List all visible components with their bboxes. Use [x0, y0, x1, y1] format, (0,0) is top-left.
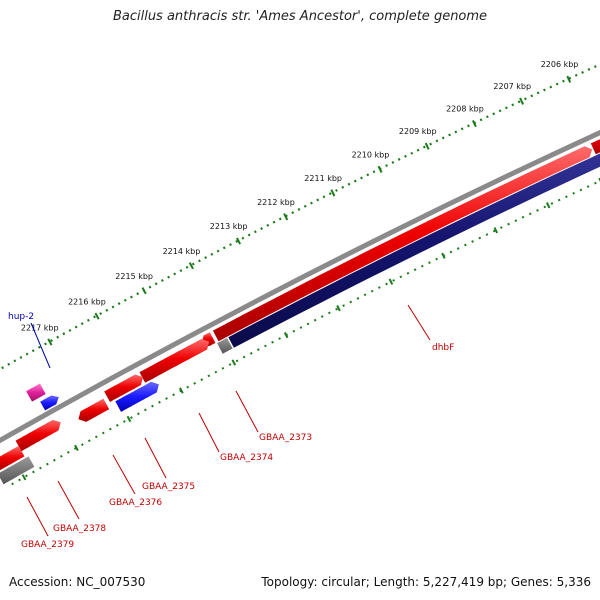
- gene-gbaa2379: [0, 445, 25, 471]
- gene-dhbf: [228, 153, 600, 348]
- inner-ruler-tick: [74, 444, 79, 451]
- gbaa2379-leader-line: [26, 496, 49, 537]
- gene-label-hup: hup-2: [8, 312, 34, 322]
- inner-ruler-tick: [231, 359, 237, 366]
- inner-ruler-tick: [21, 474, 27, 481]
- inner-ruler-dotted-line: [11, 179, 600, 486]
- gene-label-gbaa2379: GBAA_2379: [21, 540, 74, 550]
- inner-ruler-tick: [179, 387, 184, 394]
- ruler-tick: [377, 165, 383, 173]
- ruler-tick: [283, 213, 289, 221]
- inner-dotted-ruler: [11, 177, 600, 486]
- gene-label-dhbf: dhbF: [432, 343, 454, 353]
- gene-gbaa2375: [115, 381, 159, 412]
- hup-leader-line: [30, 322, 51, 369]
- ruler-tick-label: 2215 kbp: [115, 272, 153, 281]
- ruler-tick-label: 2213 kbp: [210, 222, 248, 231]
- inner-ruler-tick: [388, 278, 394, 285]
- ruler-tick: [519, 97, 525, 105]
- gene-forward-edge: [590, 139, 600, 155]
- gene-gray-small: [217, 337, 233, 354]
- gene-features: [0, 139, 600, 485]
- ruler-tick-label: 2208 kbp: [446, 105, 484, 114]
- gene-long-forward: [212, 146, 593, 342]
- gene-label-gbaa2375: GBAA_2375: [142, 482, 195, 492]
- inner-ruler-tick: [126, 415, 132, 423]
- inner-ruler-tick: [493, 227, 499, 234]
- ruler-tick-label: 2210 kbp: [352, 150, 390, 159]
- ruler-tick-label: 2214 kbp: [163, 247, 201, 256]
- gene-gbaa2376b: [78, 398, 110, 422]
- inner-ruler-tick: [283, 332, 289, 339]
- gene-gbaa2374: [139, 339, 210, 383]
- gene-gray-left: [0, 456, 35, 485]
- ruler-tick: [471, 119, 477, 128]
- ruler-tick-label: 2216 kbp: [68, 297, 106, 306]
- gbaa2378-leader-line: [57, 480, 80, 520]
- gene-label-gbaa2373: GBAA_2373: [259, 433, 312, 443]
- ruler-dotted-line: [0, 63, 600, 371]
- gene-hup: [40, 395, 59, 411]
- inner-ruler-tick: [545, 202, 551, 209]
- ruler-tick: [188, 262, 194, 270]
- ruler-tick: [141, 287, 147, 295]
- ruler-tick: [236, 237, 241, 245]
- ruler-tick: [47, 338, 53, 346]
- gene-label-gbaa2376: GBAA_2376: [109, 498, 162, 508]
- position-ruler: 2206 kbp 2207 kbp 2208 kbp 2209 kbp 2210 kbp…: [0, 60, 600, 371]
- gbaa2373-leader-line: [235, 390, 259, 433]
- gene-label-gbaa2378: GBAA_2378: [53, 524, 106, 534]
- ruler-tick-label: 2207 kbp: [493, 82, 531, 91]
- gene-label-layer: hup-2 dhbF GBAA_2373 GBAA_2374 GBAA_2375…: [8, 304, 454, 550]
- dhbf-leader-line: [407, 304, 431, 341]
- gene-gbaa2376: [104, 374, 143, 402]
- map-title: Bacillus anthracis str. 'Ames Ancestor',…: [112, 9, 488, 24]
- gene-pink: [26, 383, 46, 402]
- genome-backbone: [0, 129, 600, 444]
- ruler-tick: [566, 75, 572, 83]
- gene-gbaa2378: [15, 419, 61, 452]
- ruler-tick-label: 2206 kbp: [541, 60, 579, 69]
- gbaa2376-leader-line: [112, 454, 136, 495]
- gbaa2375-leader-line: [144, 437, 167, 479]
- ruler-tick-label: 2212 kbp: [257, 198, 295, 207]
- genome-summary-text: Topology: circular; Length: 5,227,419 bp…: [261, 575, 591, 589]
- accession-text: Accession: NC_007530: [9, 575, 146, 589]
- ruler-tick: [424, 142, 430, 150]
- gbaa2374-leader-line: [198, 412, 220, 453]
- ruler-tick-label: 2211 kbp: [304, 174, 342, 183]
- inner-ruler-tick: [336, 305, 341, 312]
- gene-label-gbaa2374: GBAA_2374: [220, 453, 273, 463]
- ruler-tick-label: 2217 kbp: [21, 323, 59, 332]
- ruler-tick: [330, 189, 336, 197]
- ruler-tick: [94, 312, 100, 320]
- ruler-tick-label: 2209 kbp: [399, 127, 437, 136]
- inner-ruler-tick: [441, 252, 446, 259]
